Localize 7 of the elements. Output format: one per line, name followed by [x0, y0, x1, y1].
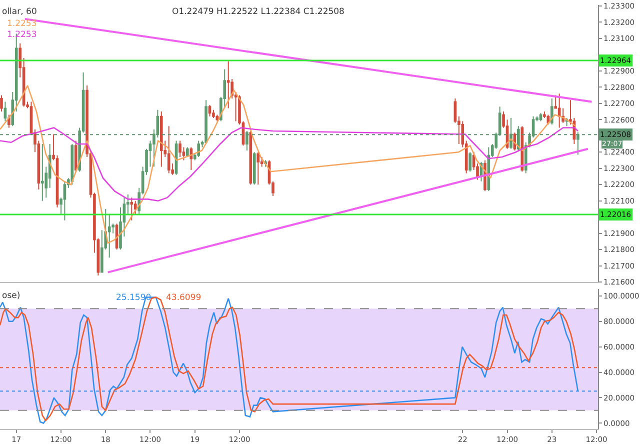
- annotation: 1.2253: [7, 30, 37, 40]
- ref-line-label: 43.6099: [166, 293, 202, 303]
- ref-line-label: 25.1590: [116, 293, 152, 303]
- annotation: ose): [2, 291, 20, 301]
- annotation: O1.22479 H1.22522 L1.22384 C1.22508: [172, 7, 344, 17]
- annotation: 1.2253: [7, 19, 37, 29]
- annotation: ollar, 60: [2, 7, 37, 17]
